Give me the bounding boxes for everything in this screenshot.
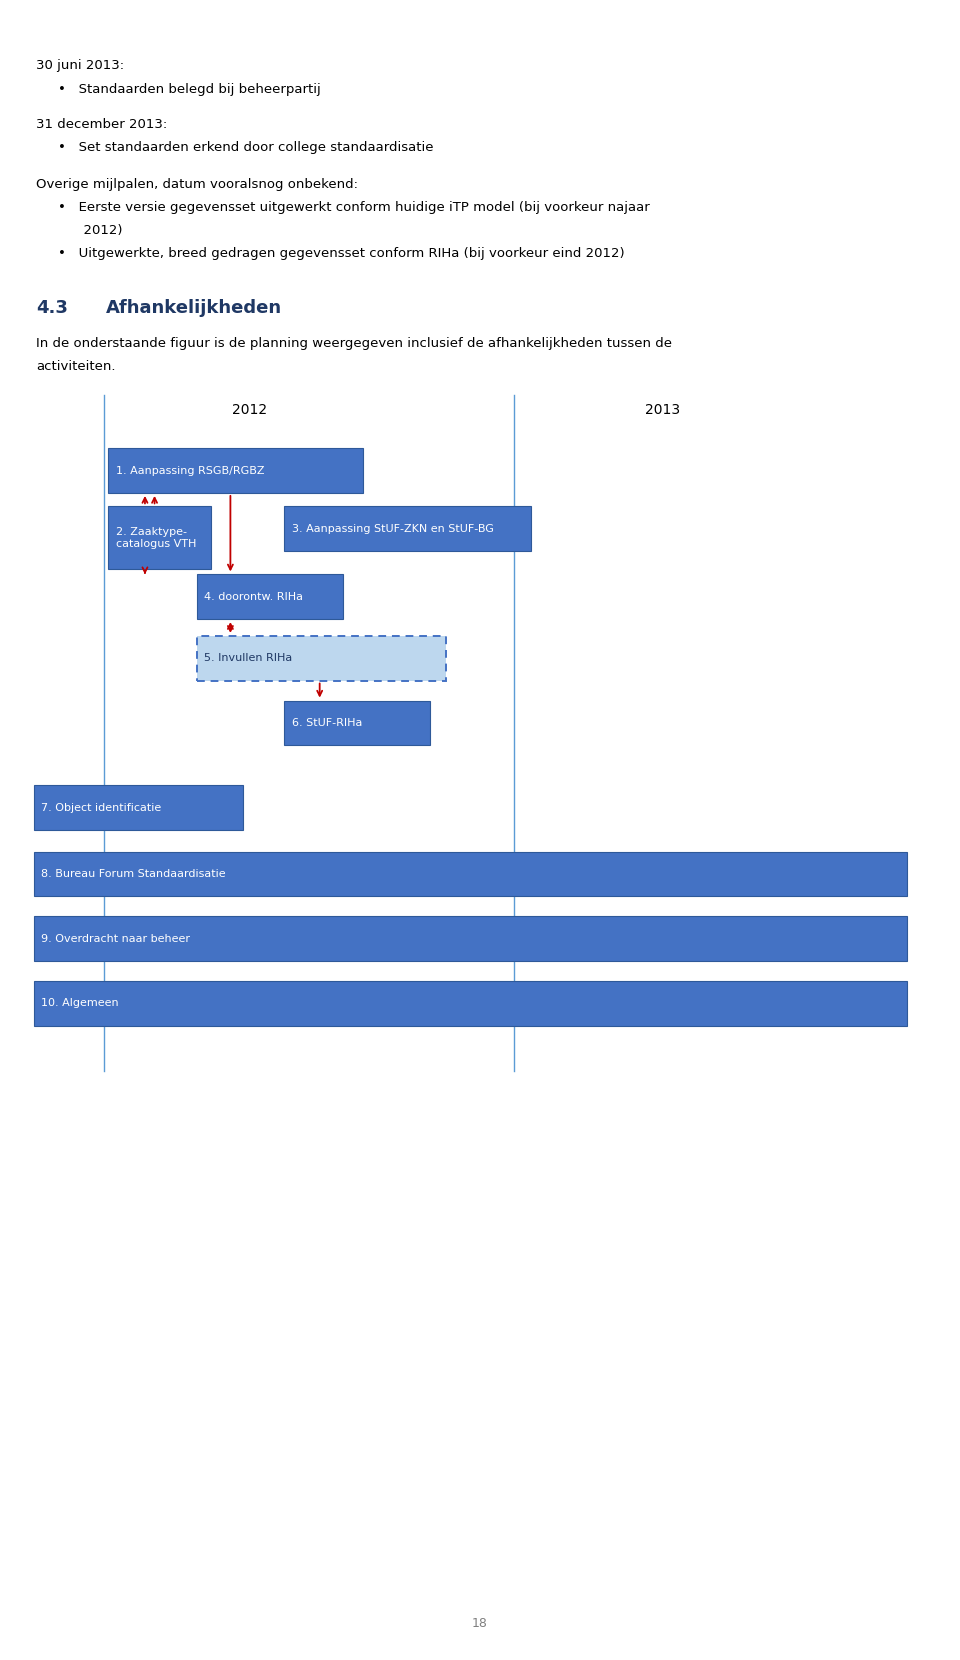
Text: 7. Object identificatie: 7. Object identificatie xyxy=(41,802,161,813)
Text: Afhankelijkheden: Afhankelijkheden xyxy=(106,299,281,317)
Bar xyxy=(108,506,211,569)
Text: 4. doorontw. RIHa: 4. doorontw. RIHa xyxy=(204,591,303,603)
Text: 4.3: 4.3 xyxy=(36,299,68,317)
Text: 2. Zaaktype-
catalogus VTH: 2. Zaaktype- catalogus VTH xyxy=(116,526,197,549)
Bar xyxy=(34,981,907,1026)
Bar xyxy=(284,506,531,551)
Text: Overige mijlpalen, datum vooralsnog onbekend:: Overige mijlpalen, datum vooralsnog onbe… xyxy=(36,178,358,191)
Text: 8. Bureau Forum Standaardisatie: 8. Bureau Forum Standaardisatie xyxy=(41,868,226,880)
Text: 5. Invullen RIHa: 5. Invullen RIHa xyxy=(204,652,293,664)
Text: 31 december 2013:: 31 december 2013: xyxy=(36,118,168,131)
Text: •   Set standaarden erkend door college standaardisatie: • Set standaarden erkend door college st… xyxy=(58,141,433,154)
Bar xyxy=(108,448,363,493)
Bar xyxy=(197,636,446,681)
Bar xyxy=(34,785,243,830)
Text: 18: 18 xyxy=(472,1617,488,1630)
Bar xyxy=(284,701,430,745)
Text: 2012): 2012) xyxy=(58,224,122,237)
Text: 2012: 2012 xyxy=(232,403,267,417)
Text: 3. Aanpassing StUF-ZKN en StUF-BG: 3. Aanpassing StUF-ZKN en StUF-BG xyxy=(292,523,493,535)
Text: 1. Aanpassing RSGB/RGBZ: 1. Aanpassing RSGB/RGBZ xyxy=(116,465,265,476)
Text: •   Uitgewerkte, breed gedragen gegevensset conform RIHa (bij voorkeur eind 2012: • Uitgewerkte, breed gedragen gegevensse… xyxy=(58,247,624,261)
Text: 30 juni 2013:: 30 juni 2013: xyxy=(36,58,125,71)
Text: 10. Algemeen: 10. Algemeen xyxy=(41,998,119,1009)
Text: 2013: 2013 xyxy=(645,403,680,417)
Text: 9. Overdracht naar beheer: 9. Overdracht naar beheer xyxy=(41,933,190,945)
Bar xyxy=(197,574,343,619)
Text: activiteiten.: activiteiten. xyxy=(36,360,116,374)
Text: •   Standaarden belegd bij beheerpartij: • Standaarden belegd bij beheerpartij xyxy=(58,83,321,96)
Text: 6. StUF-RIHa: 6. StUF-RIHa xyxy=(292,717,362,729)
Text: •   Eerste versie gegevensset uitgewerkt conform huidige iTP model (bij voorkeur: • Eerste versie gegevensset uitgewerkt c… xyxy=(58,201,649,214)
Bar xyxy=(34,852,907,896)
Bar xyxy=(34,916,907,961)
Text: In de onderstaande figuur is de planning weergegeven inclusief de afhankelijkhed: In de onderstaande figuur is de planning… xyxy=(36,337,672,350)
